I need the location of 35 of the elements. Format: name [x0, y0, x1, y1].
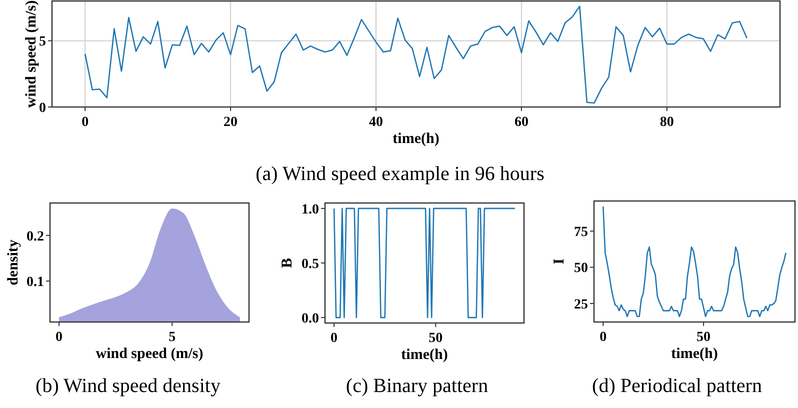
x-tick-label: 0 — [82, 115, 89, 130]
line-series — [602, 206, 787, 318]
line-series — [84, 6, 748, 104]
y-axis-title: density — [5, 239, 22, 286]
x-tick-label: 50 — [696, 330, 711, 345]
x-axis-title: wind speed (m/s) — [96, 346, 204, 362]
y-axis-title: wind speed (m/s) — [23, 0, 40, 108]
text: (c) Binary pattern — [346, 375, 488, 397]
x-tick-label: 0 — [330, 331, 338, 346]
x-tick-label: 0 — [600, 330, 607, 345]
y-axis-title: I — [551, 258, 568, 264]
y-tick-label: 0.1 — [26, 274, 44, 290]
y-axis-title: B — [279, 258, 296, 268]
y-tick-label: 1.0 — [302, 202, 319, 218]
y-tick-label: 25 — [574, 297, 588, 312]
y-tick-label: 0.0 — [302, 311, 319, 326]
text: (a) Wind speed example in 96 hours — [256, 163, 545, 185]
x-tick-label: 0 — [56, 330, 63, 345]
x-tick-label: 40 — [369, 115, 383, 130]
y-tick-label: 75 — [574, 225, 588, 240]
x-axis-title: time(h) — [392, 131, 440, 147]
y-tick-label: 0.2 — [26, 229, 44, 244]
x-tick-label: 20 — [224, 115, 238, 130]
y-tick-label: 0 — [39, 100, 46, 116]
y-tick-label: 5 — [39, 34, 46, 50]
x-tick-label: 50 — [428, 331, 443, 346]
x-tick-label: 5 — [168, 330, 176, 345]
x-tick-label: 60 — [514, 115, 528, 130]
x-tick-label: 80 — [660, 115, 674, 130]
x-axis-title: time(h) — [671, 346, 718, 362]
x-axis-title: time(h) — [401, 347, 448, 363]
y-tick-label: 50 — [574, 261, 588, 276]
text: (b) Wind speed density — [36, 375, 220, 397]
y-tick-label: 0.5 — [302, 256, 319, 272]
text: (d) Periodical pattern — [592, 375, 762, 397]
